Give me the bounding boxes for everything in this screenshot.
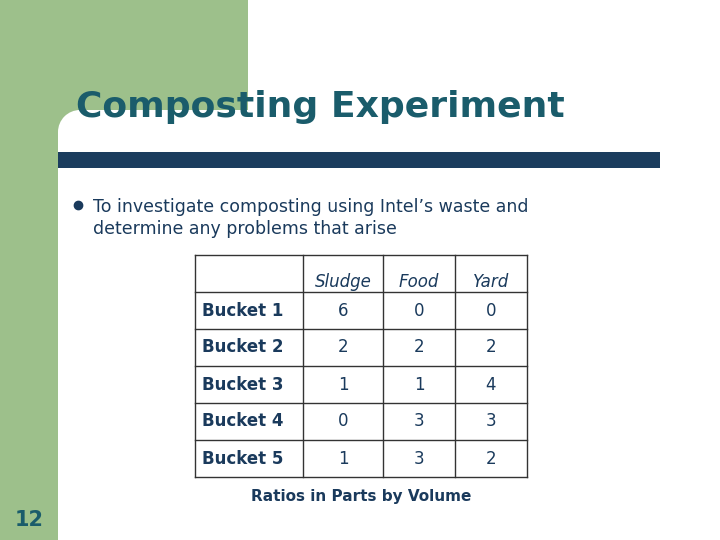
Wedge shape	[58, 110, 80, 132]
FancyBboxPatch shape	[80, 110, 720, 132]
Bar	[58, 0, 248, 130]
Text: Bucket 2: Bucket 2	[202, 339, 284, 356]
Bar	[58, 110, 720, 540]
Text: 1: 1	[338, 449, 348, 468]
Text: Bucket 4: Bucket 4	[202, 413, 284, 430]
Text: 0: 0	[338, 413, 348, 430]
Text: 1: 1	[414, 375, 424, 394]
Text: Ratios in Parts by Volume: Ratios in Parts by Volume	[251, 489, 471, 504]
Text: 3: 3	[414, 449, 424, 468]
Text: 6: 6	[338, 301, 348, 320]
Bar	[0, 0, 58, 540]
Text: 2: 2	[486, 339, 496, 356]
Text: Yard: Yard	[473, 273, 509, 291]
Text: determine any problems that arise: determine any problems that arise	[93, 220, 397, 238]
Text: 2: 2	[486, 449, 496, 468]
Text: Sludge: Sludge	[315, 273, 372, 291]
Text: 0: 0	[414, 301, 424, 320]
Text: Bucket 5: Bucket 5	[202, 449, 284, 468]
Text: 1: 1	[338, 375, 348, 394]
Text: Food: Food	[399, 273, 439, 291]
Text: Bucket 1: Bucket 1	[202, 301, 284, 320]
Text: 4: 4	[486, 375, 496, 394]
Text: 2: 2	[414, 339, 424, 356]
Text: 3: 3	[414, 413, 424, 430]
Text: 2: 2	[338, 339, 348, 356]
Text: 12: 12	[14, 510, 43, 530]
Text: Composting Experiment: Composting Experiment	[76, 90, 564, 124]
Text: To investigate composting using Intel’s waste and: To investigate composting using Intel’s …	[93, 198, 528, 216]
Bar	[58, 152, 660, 168]
Text: Bucket 3: Bucket 3	[202, 375, 284, 394]
Text: 0: 0	[486, 301, 496, 320]
Text: 3: 3	[486, 413, 496, 430]
Bar	[58, 110, 80, 132]
